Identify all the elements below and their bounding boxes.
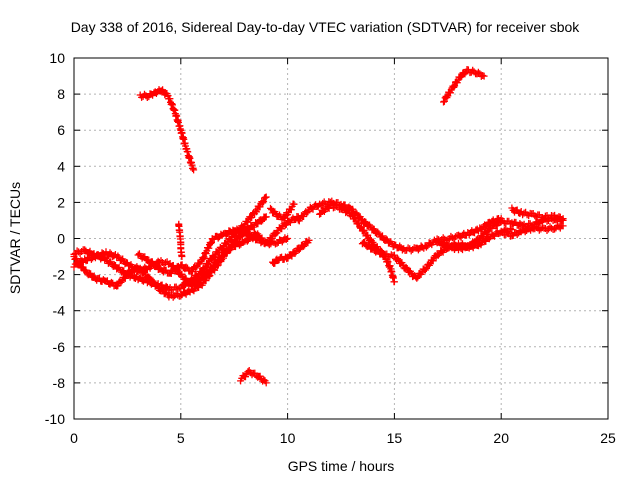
- y-tick-label: 4: [57, 158, 65, 174]
- y-tick-label: 10: [49, 50, 65, 66]
- series-arc-low: [237, 367, 270, 387]
- x-tick-label: 5: [177, 430, 185, 446]
- y-tick-label: -4: [53, 303, 66, 319]
- series-track-d: [134, 213, 302, 277]
- series-spike-5h: [175, 220, 186, 260]
- data-point-marks: [269, 236, 313, 267]
- series-track-f: [269, 236, 313, 267]
- y-axis-label: SDTVAR / TECUs: [7, 182, 23, 294]
- series-arc-high-right: [440, 66, 488, 106]
- data-point-marks: [497, 222, 567, 240]
- x-tick-label: 20: [493, 430, 509, 446]
- grid: [74, 58, 608, 419]
- series-arc-high-left: [136, 86, 198, 174]
- x-tick-label: 15: [387, 430, 403, 446]
- x-axis-label: GPS time / hours: [288, 458, 395, 474]
- data-point-marks: [267, 200, 298, 223]
- data-point-marks: [136, 86, 198, 174]
- series-track-k: [497, 222, 567, 240]
- series-track-e: [267, 200, 298, 223]
- y-tick-label: -8: [53, 375, 66, 391]
- y-tick-label: 8: [57, 86, 65, 102]
- x-tick-label: 25: [600, 430, 616, 446]
- y-tick-label: 2: [57, 194, 65, 210]
- data-point-marks: [175, 220, 186, 260]
- y-tick-label: 0: [57, 231, 65, 247]
- y-tick-label: -2: [53, 267, 66, 283]
- y-tick-label: 6: [57, 122, 65, 138]
- x-tick-label: 0: [70, 430, 78, 446]
- y-tick-label: -6: [53, 339, 66, 355]
- y-tick-label: -10: [45, 411, 65, 427]
- axis-ticks: 0 5 10 15 20 25 -10 -8 -6 -4 -2 0 2 4 6 8 10: [45, 50, 616, 446]
- data-point-marks: [134, 213, 302, 277]
- data-point-marks: [237, 367, 270, 387]
- data-point-marks: [440, 66, 488, 106]
- chart-title: Day 338 of 2016, Sidereal Day-to-day VTE…: [71, 19, 581, 35]
- x-tick-label: 10: [280, 430, 296, 446]
- data-point-marks: [508, 204, 567, 224]
- data-series: [70, 66, 567, 387]
- series-track-l: [508, 204, 567, 224]
